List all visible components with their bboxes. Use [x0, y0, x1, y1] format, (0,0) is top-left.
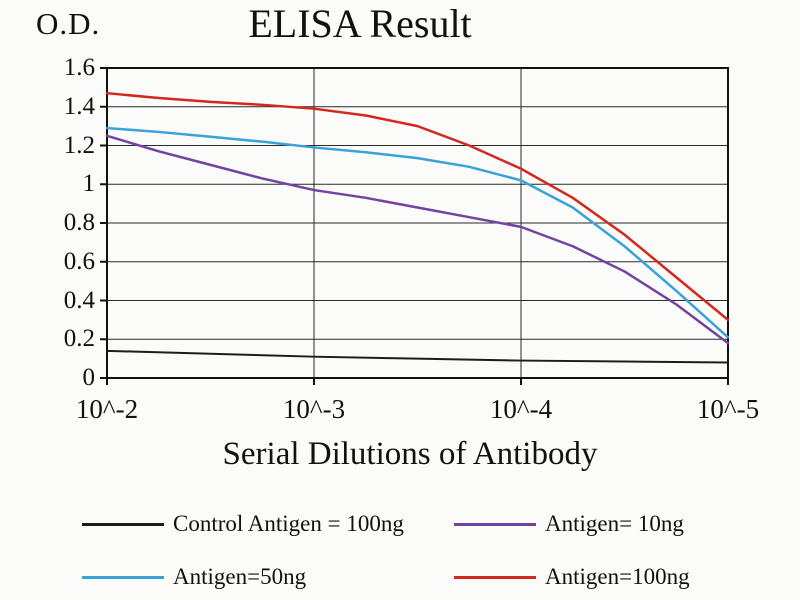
- y-tick-label: 1: [82, 170, 96, 198]
- y-tick-label: 0.6: [63, 247, 95, 275]
- legend-item: Antigen= 10ng: [454, 511, 754, 537]
- series-line: [106, 349, 729, 364]
- legend-item: Antigen=100ng: [454, 564, 754, 590]
- x-axis-label: Serial Dilutions of Antibody: [222, 436, 598, 472]
- legend-label: Antigen=50ng: [173, 564, 307, 589]
- chart-title: ELISA Result: [248, 1, 472, 46]
- series-line: [105, 126, 730, 339]
- series-line: [105, 91, 730, 322]
- x-tick-label: 10^-3: [282, 394, 346, 424]
- x-tick-label: 10^-4: [489, 394, 553, 424]
- y-tick-label: 1.4: [63, 92, 95, 120]
- series-line: [105, 134, 730, 345]
- legend-label: Control Antigen = 100ng: [173, 511, 404, 536]
- legend-item: Antigen=50ng: [82, 564, 454, 590]
- y-tick-label: 1.2: [63, 131, 95, 159]
- y-tick-label: 0.8: [63, 209, 95, 236]
- legend-label: Antigen= 10ng: [545, 511, 684, 536]
- chart-legend: Control Antigen = 100ng Antigen= 10ng Anti…: [82, 506, 754, 595]
- y-tick-label: 0: [82, 364, 96, 391]
- legend-label: Antigen=100ng: [545, 564, 690, 589]
- x-tick-label: 10^-2: [75, 394, 139, 424]
- legend-line-swatch: [82, 575, 164, 579]
- x-tick-label: 10^-5: [696, 394, 760, 424]
- y-axis-label: O.D.: [36, 6, 101, 41]
- y-tick-label: 1.6: [63, 54, 95, 81]
- legend-line-swatch: [454, 522, 536, 526]
- y-tick-label: 0.2: [63, 325, 95, 353]
- legend-line-swatch: [454, 575, 536, 579]
- legend-item: Control Antigen = 100ng: [82, 511, 454, 537]
- legend-line-swatch: [82, 522, 164, 526]
- y-tick-label: 0.4: [63, 286, 95, 314]
